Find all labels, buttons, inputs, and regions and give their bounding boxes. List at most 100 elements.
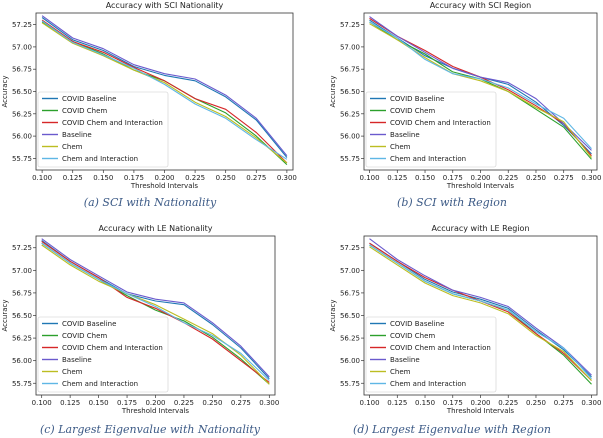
legend-label-covid-chem: COVID Chem [62,332,107,340]
x-tick-label: 0.100 [360,174,380,182]
chart-2-svg: Accuracy with LE Nationality 0.100 0.125 0.… [1,224,279,415]
chart-3-svg: Accuracy with LE Region 0.100 0.125 0.150 0.… [329,224,601,415]
legend-label-baseline: Baseline [62,356,92,364]
y-tick-label: 56.25 [340,110,360,118]
legend-label-baseline: Baseline [390,131,420,139]
x-tick-label: 0.150 [415,399,435,407]
chart-panel-0: Accuracy with SCI Nationality 0.100 0.125 0… [0,0,300,219]
x-tick-label: 0.125 [60,399,80,407]
x-axis-label: Threshold Intervals [446,182,515,190]
x-tick-label: 0.175 [443,174,463,182]
legend-label-chem-and-interaction: Chem and Interaction [390,155,466,163]
x-tick-label: 0.225 [185,174,205,182]
x-tick-label: 0.200 [154,174,174,182]
series-line-chem [369,246,592,381]
x-tick-label: 0.300 [581,399,601,407]
legend-label-covid-chem: COVID Chem [390,332,435,340]
legend-label-chem: Chem [62,368,83,376]
chart-0-svg: Accuracy with SCI Nationality 0.100 0.125 0… [1,1,297,190]
x-tick-label: 0.250 [216,174,236,182]
x-tick-label: 0.175 [443,399,463,407]
y-tick-label: 56.00 [340,357,360,365]
x-tick-label: 0.175 [124,174,144,182]
legend-box [365,316,497,393]
x-tick-label: 0.300 [277,174,297,182]
legend-label-covid-chem-and-interaction: COVID Chem and Interaction [62,344,163,352]
chart-1-svg: Accuracy with SCI Region 0.100 0.125 0.150 0… [329,1,601,190]
y-tick-label: 56.75 [340,66,360,74]
y-tick-label: 56.75 [340,289,360,297]
y-tick-label: 56.25 [12,335,32,343]
legend-label-covid-chem: COVID Chem [62,107,107,115]
legend-label-chem-and-interaction: Chem and Interaction [390,380,466,388]
y-tick-label: 56.25 [340,335,360,343]
legend-box [37,316,169,393]
x-tick-label: 0.275 [554,399,574,407]
y-tick-label: 56.50 [340,312,360,320]
y-tick-label: 56.75 [12,66,32,74]
y-tick-label: 57.25 [12,21,32,29]
y-axis-label: Accuracy [1,300,9,332]
y-tick-label: 56.00 [12,357,32,365]
y-tick-label: 57.00 [12,43,32,51]
legend-label-baseline: Baseline [390,356,420,364]
chart-title: Accuracy with LE Region [431,224,529,233]
legend-label-covid-chem-and-interaction: COVID Chem and Interaction [62,119,163,127]
x-tick-label: 0.275 [246,174,266,182]
chart-2-caption: (c) Largest Eigenvalue with Nationality [39,423,261,436]
legend-label-covid-chem-and-interaction: COVID Chem and Interaction [390,119,491,127]
x-tick-label: 0.300 [259,399,279,407]
series-line-baseline [369,16,592,151]
x-tick-label: 0.150 [415,174,435,182]
y-tick-label: 57.25 [12,244,32,252]
y-tick-label: 56.75 [12,289,32,297]
series-line-covid-chem-and-interaction [41,19,288,164]
x-tick-label: 0.125 [387,174,407,182]
legend-label-covid-baseline: COVID Baseline [62,320,116,328]
y-axis-label: Accuracy [329,76,337,108]
series-line-chem-and-interaction [41,242,270,381]
y-tick-label: 56.50 [12,312,32,320]
chart-title: Accuracy with SCI Nationality [106,1,224,10]
x-tick-label: 0.275 [554,174,574,182]
legend-label-chem: Chem [390,143,411,151]
y-tick-label: 57.25 [340,244,360,252]
x-axis-label: Threshold Intervals [130,182,199,190]
legend-label-chem-and-interaction: Chem and Interaction [62,380,138,388]
legend-label-baseline: Baseline [62,131,92,139]
x-tick-label: 0.150 [93,174,113,182]
y-tick-label: 55.75 [12,380,32,388]
y-axis-label: Accuracy [1,76,9,108]
series-line-chem-and-interaction [41,20,288,160]
legend-label-covid-baseline: COVID Baseline [390,95,444,103]
series-line-chem-and-interaction [369,244,592,380]
x-tick-label: 0.125 [387,399,407,407]
legend-label-covid-baseline: COVID Baseline [62,95,116,103]
y-tick-label: 56.50 [340,88,360,96]
legend-label-covid-chem: COVID Chem [390,107,435,115]
series-line-covid-baseline [41,17,288,158]
y-tick-label: 55.75 [340,380,360,388]
x-tick-label: 0.200 [145,399,165,407]
x-tick-label: 0.225 [498,174,518,182]
x-axis-label: Threshold Intervals [121,407,190,415]
y-tick-label: 56.50 [12,88,32,96]
y-axis-label: Accuracy [329,300,337,332]
x-tick-label: 0.225 [498,399,518,407]
chart-0-caption: (a) SCI with Nationality [83,196,217,209]
chart-title: Accuracy with SCI Region [430,1,532,10]
legend-box [37,91,169,168]
x-tick-label: 0.125 [63,174,83,182]
x-tick-label: 0.200 [470,399,490,407]
x-tick-label: 0.100 [32,174,52,182]
y-tick-label: 55.75 [12,155,32,163]
y-tick-label: 57.25 [340,21,360,29]
legend-label-chem-and-interaction: Chem and Interaction [62,155,138,163]
chart-panel-3: Accuracy with LE Region 0.100 0.125 0.150 0.… [302,219,602,438]
series-line-chem [41,22,288,164]
legend-label-covid-baseline: COVID Baseline [390,320,444,328]
y-tick-label: 56.00 [12,133,32,141]
y-tick-label: 56.00 [340,133,360,141]
series-line-baseline [369,238,592,376]
x-tick-label: 0.250 [526,174,546,182]
